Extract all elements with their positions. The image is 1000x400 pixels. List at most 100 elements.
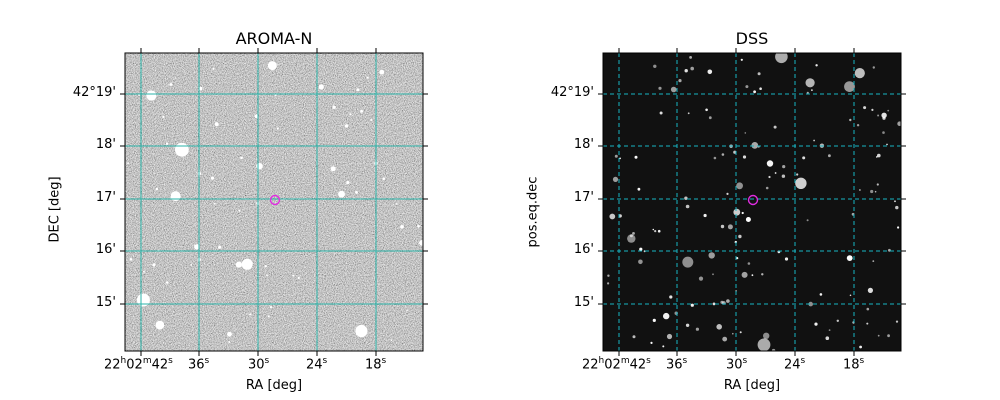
star bbox=[199, 86, 203, 91]
star bbox=[745, 217, 751, 222]
star bbox=[632, 335, 636, 339]
dss-image bbox=[598, 48, 906, 356]
star bbox=[716, 324, 722, 330]
star bbox=[332, 105, 336, 109]
star bbox=[872, 260, 875, 262]
x-axis-label: RA [deg] bbox=[723, 378, 781, 393]
star bbox=[887, 334, 890, 338]
star bbox=[165, 142, 169, 145]
star bbox=[806, 219, 809, 222]
star bbox=[276, 127, 279, 130]
star bbox=[356, 88, 360, 91]
y-tick-label: 17' bbox=[573, 190, 594, 205]
star bbox=[129, 258, 133, 261]
star bbox=[210, 176, 215, 180]
star bbox=[732, 332, 734, 335]
star bbox=[727, 224, 733, 230]
star bbox=[169, 83, 173, 86]
star bbox=[828, 154, 831, 158]
star bbox=[682, 256, 694, 268]
star bbox=[662, 345, 665, 348]
y-tick-label: 42°19' bbox=[550, 85, 594, 100]
star bbox=[784, 257, 789, 261]
star bbox=[165, 281, 169, 284]
star bbox=[854, 68, 865, 79]
star bbox=[634, 155, 638, 159]
star bbox=[240, 156, 243, 160]
star bbox=[863, 106, 867, 110]
star bbox=[190, 264, 193, 266]
axes-frame bbox=[124, 52, 424, 352]
x-tick-label: 36s bbox=[188, 356, 210, 373]
star bbox=[690, 303, 694, 307]
star bbox=[292, 274, 295, 277]
star bbox=[346, 180, 350, 185]
star bbox=[802, 156, 806, 160]
star bbox=[877, 334, 880, 337]
star bbox=[218, 245, 222, 249]
star bbox=[707, 69, 713, 75]
y-tick-label: 18' bbox=[95, 137, 116, 152]
star bbox=[269, 306, 273, 309]
star bbox=[627, 234, 636, 243]
star bbox=[152, 263, 156, 267]
star bbox=[720, 300, 724, 304]
star bbox=[806, 91, 809, 94]
star bbox=[235, 261, 242, 268]
star bbox=[870, 189, 874, 194]
star bbox=[318, 84, 324, 90]
star bbox=[695, 327, 699, 331]
star bbox=[685, 204, 690, 209]
y-tick-label: 42°19' bbox=[72, 85, 116, 100]
star bbox=[759, 87, 762, 90]
star bbox=[659, 111, 663, 115]
y-tick-label: 15' bbox=[95, 295, 116, 310]
star bbox=[136, 293, 150, 307]
star bbox=[639, 247, 643, 251]
star bbox=[670, 86, 677, 93]
star bbox=[669, 295, 673, 299]
star bbox=[632, 232, 635, 235]
star bbox=[637, 187, 641, 191]
star bbox=[170, 191, 181, 202]
star bbox=[685, 323, 690, 327]
star bbox=[355, 324, 368, 338]
star bbox=[228, 341, 231, 343]
star bbox=[726, 299, 730, 303]
star bbox=[653, 64, 657, 69]
y-tick-label: 18' bbox=[573, 137, 594, 152]
star bbox=[690, 66, 694, 71]
star bbox=[390, 339, 393, 342]
target-marker bbox=[747, 194, 759, 206]
star bbox=[751, 274, 754, 277]
star bbox=[897, 226, 900, 229]
star bbox=[654, 230, 657, 233]
star bbox=[738, 234, 742, 239]
star bbox=[344, 124, 349, 128]
stars bbox=[607, 53, 901, 351]
star bbox=[214, 122, 219, 127]
star bbox=[241, 258, 253, 270]
star bbox=[612, 176, 619, 182]
star bbox=[766, 160, 774, 167]
star bbox=[742, 155, 747, 159]
star bbox=[689, 56, 692, 59]
star bbox=[607, 282, 610, 285]
star bbox=[768, 175, 771, 179]
star bbox=[836, 319, 839, 322]
star bbox=[629, 234, 633, 238]
star bbox=[382, 177, 386, 180]
star bbox=[859, 345, 862, 349]
star bbox=[678, 79, 682, 83]
x-tick-label: 36s bbox=[666, 356, 688, 373]
star bbox=[155, 187, 159, 191]
star bbox=[175, 142, 189, 157]
star bbox=[741, 271, 748, 278]
star bbox=[708, 252, 715, 259]
star bbox=[721, 153, 725, 156]
x-tick-label: 30s bbox=[726, 356, 748, 373]
star bbox=[652, 228, 655, 231]
star bbox=[795, 177, 807, 189]
star bbox=[753, 90, 756, 94]
star bbox=[267, 61, 277, 71]
